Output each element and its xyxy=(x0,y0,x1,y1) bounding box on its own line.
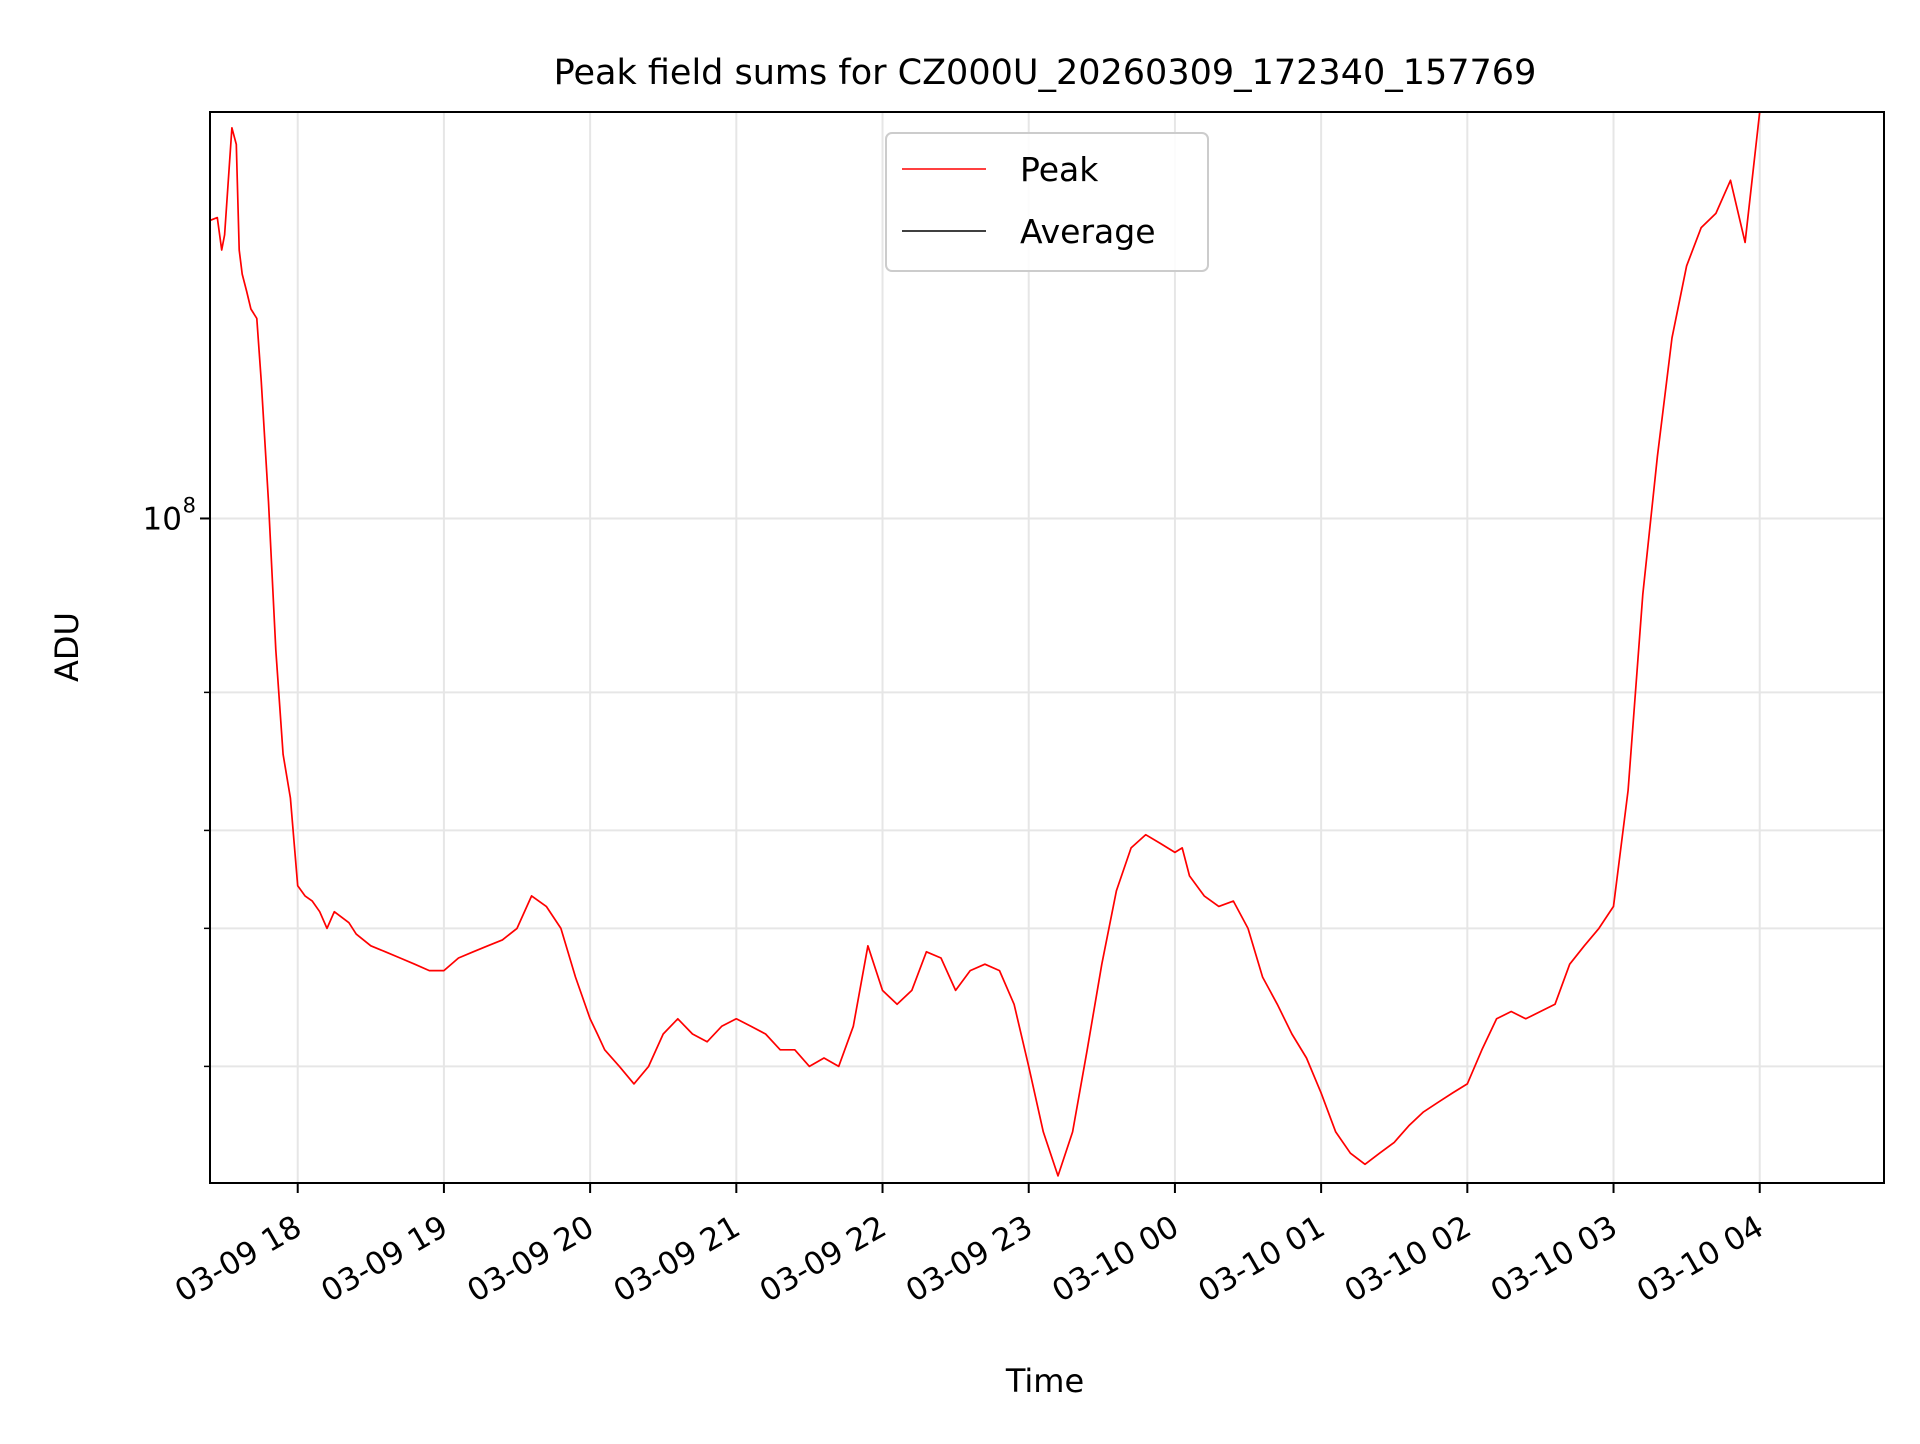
series-layer xyxy=(209,111,1789,1177)
legend-label-average: Average xyxy=(1020,212,1156,251)
y-tick-label-exponent: 8 xyxy=(183,493,196,517)
chart-title: Peak field sums for CZ000U_20260309_1723… xyxy=(554,53,1537,93)
series-line-peak xyxy=(209,111,1789,1177)
legend-label-peak: Peak xyxy=(1020,150,1099,189)
legend: Peak Average xyxy=(885,132,1209,272)
grid-layer xyxy=(210,112,1884,1183)
plot-frame xyxy=(209,111,1885,1184)
legend-box xyxy=(885,132,1209,272)
y-axis-label: ADU xyxy=(48,612,86,682)
x-axis-label: Time xyxy=(1005,1362,1084,1400)
y-tick-label: 10 xyxy=(143,501,182,537)
